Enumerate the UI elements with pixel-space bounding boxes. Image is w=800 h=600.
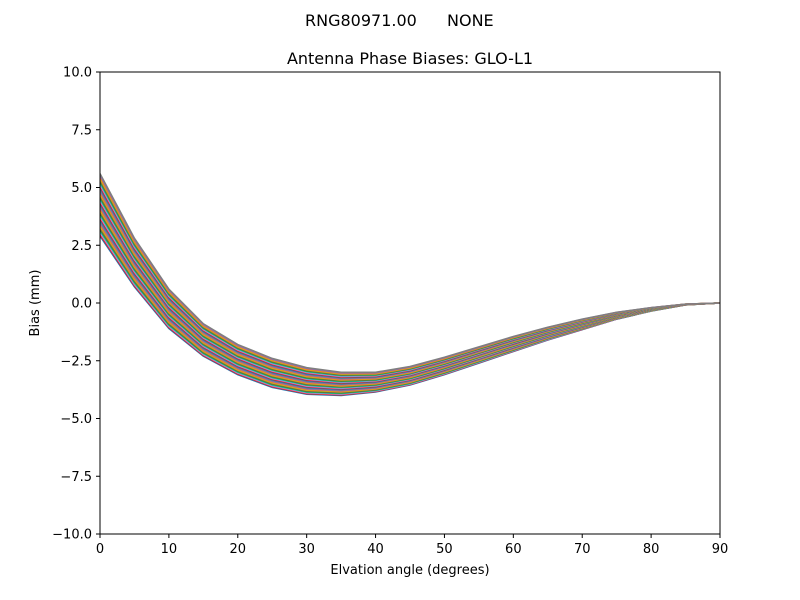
series-line xyxy=(100,219,720,391)
series-line xyxy=(100,213,720,388)
suptitle-radome: NONE xyxy=(447,11,494,30)
series-line xyxy=(100,202,720,384)
x-tick-label: 70 xyxy=(574,542,591,557)
series-line xyxy=(100,222,720,392)
x-tick-label: 80 xyxy=(643,542,660,557)
series-line xyxy=(100,211,720,388)
x-tick-label: 10 xyxy=(161,542,178,557)
y-tick-label: −7.5 xyxy=(60,470,92,485)
series-line xyxy=(100,190,720,380)
series-line xyxy=(100,214,720,389)
y-tick-label: 0.0 xyxy=(71,297,92,312)
series-line xyxy=(100,192,720,381)
series-line xyxy=(100,205,720,385)
x-tick-label: 60 xyxy=(505,542,522,557)
series-group xyxy=(100,173,720,397)
series-line xyxy=(100,216,720,390)
plot-frame xyxy=(99,71,721,535)
x-axis: 0 10 20 30 40 50 60 70 80 90 xyxy=(96,534,728,557)
series-line xyxy=(100,210,720,387)
x-tick-label: 50 xyxy=(436,542,453,557)
series-line xyxy=(100,197,720,382)
y-axis: −10.0 −7.5 −5.0 −2.5 0.0 2.5 5.0 7.5 10.0 xyxy=(52,66,100,543)
x-tick-label: 0 xyxy=(96,542,104,557)
y-axis-label: Bias (mm) xyxy=(28,270,43,337)
series-line xyxy=(100,203,720,385)
y-tick-label: −2.5 xyxy=(60,354,92,369)
x-tick-label: 30 xyxy=(298,542,315,557)
series-line xyxy=(100,194,720,381)
x-tick-label: 20 xyxy=(230,542,247,557)
series-line xyxy=(100,187,720,379)
x-tick-label: 90 xyxy=(712,542,729,557)
y-tick-label: −10.0 xyxy=(52,528,92,543)
x-tick-label: 40 xyxy=(367,542,384,557)
y-tick-label: 7.5 xyxy=(71,123,92,138)
series-line xyxy=(100,195,720,382)
series-line xyxy=(100,206,720,386)
chart-title: Antenna Phase Biases: GLO-L1 xyxy=(287,49,533,68)
series-line xyxy=(100,198,720,383)
series-line xyxy=(100,173,720,374)
series-line xyxy=(100,189,720,380)
series-line xyxy=(100,200,720,384)
x-axis-label: Elvation angle (degrees) xyxy=(330,563,489,578)
y-tick-label: −5.0 xyxy=(60,412,92,427)
series-line xyxy=(100,217,720,390)
series-line xyxy=(100,208,720,387)
y-tick-label: 10.0 xyxy=(63,66,92,81)
suptitle-station: RNG80971.00 xyxy=(305,11,417,30)
series-line xyxy=(100,221,720,391)
y-tick-label: 5.0 xyxy=(71,181,92,196)
y-tick-label: 2.5 xyxy=(71,239,92,254)
